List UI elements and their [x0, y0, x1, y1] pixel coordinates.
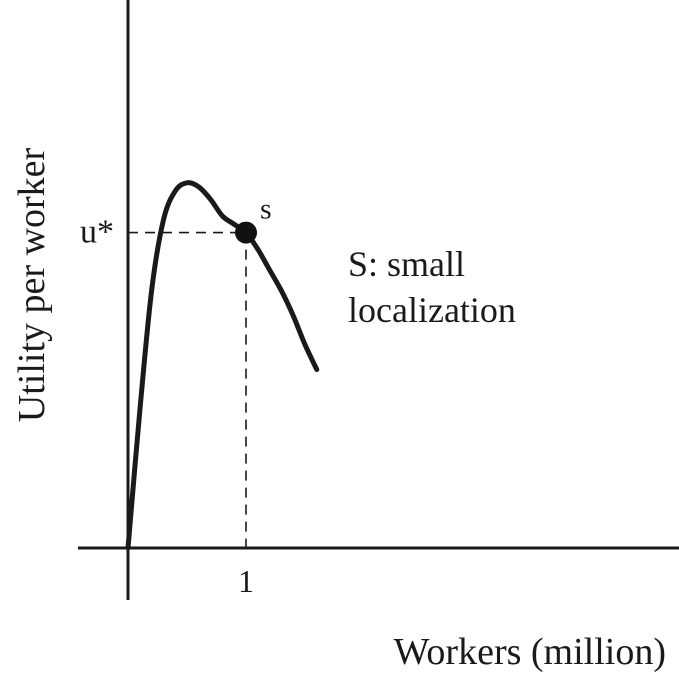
annotation-line: localization [348, 290, 516, 330]
x-tick-label: 1 [238, 563, 254, 599]
y-tick-label: u* [80, 214, 114, 251]
y-axis-label: Utility per worker [11, 147, 53, 422]
x-axis-label: Workers (million) [394, 631, 666, 673]
point-label: s [260, 193, 272, 226]
reference-lines [128, 231, 247, 548]
point-layer: s [235, 193, 272, 244]
annotation-line: S: small [348, 244, 465, 284]
annotation-text: S: small localization [348, 244, 516, 330]
series-layer [125, 180, 320, 551]
tick-layer: 1 u* [80, 214, 254, 599]
series-line [125, 180, 320, 551]
point-marker [235, 221, 257, 244]
